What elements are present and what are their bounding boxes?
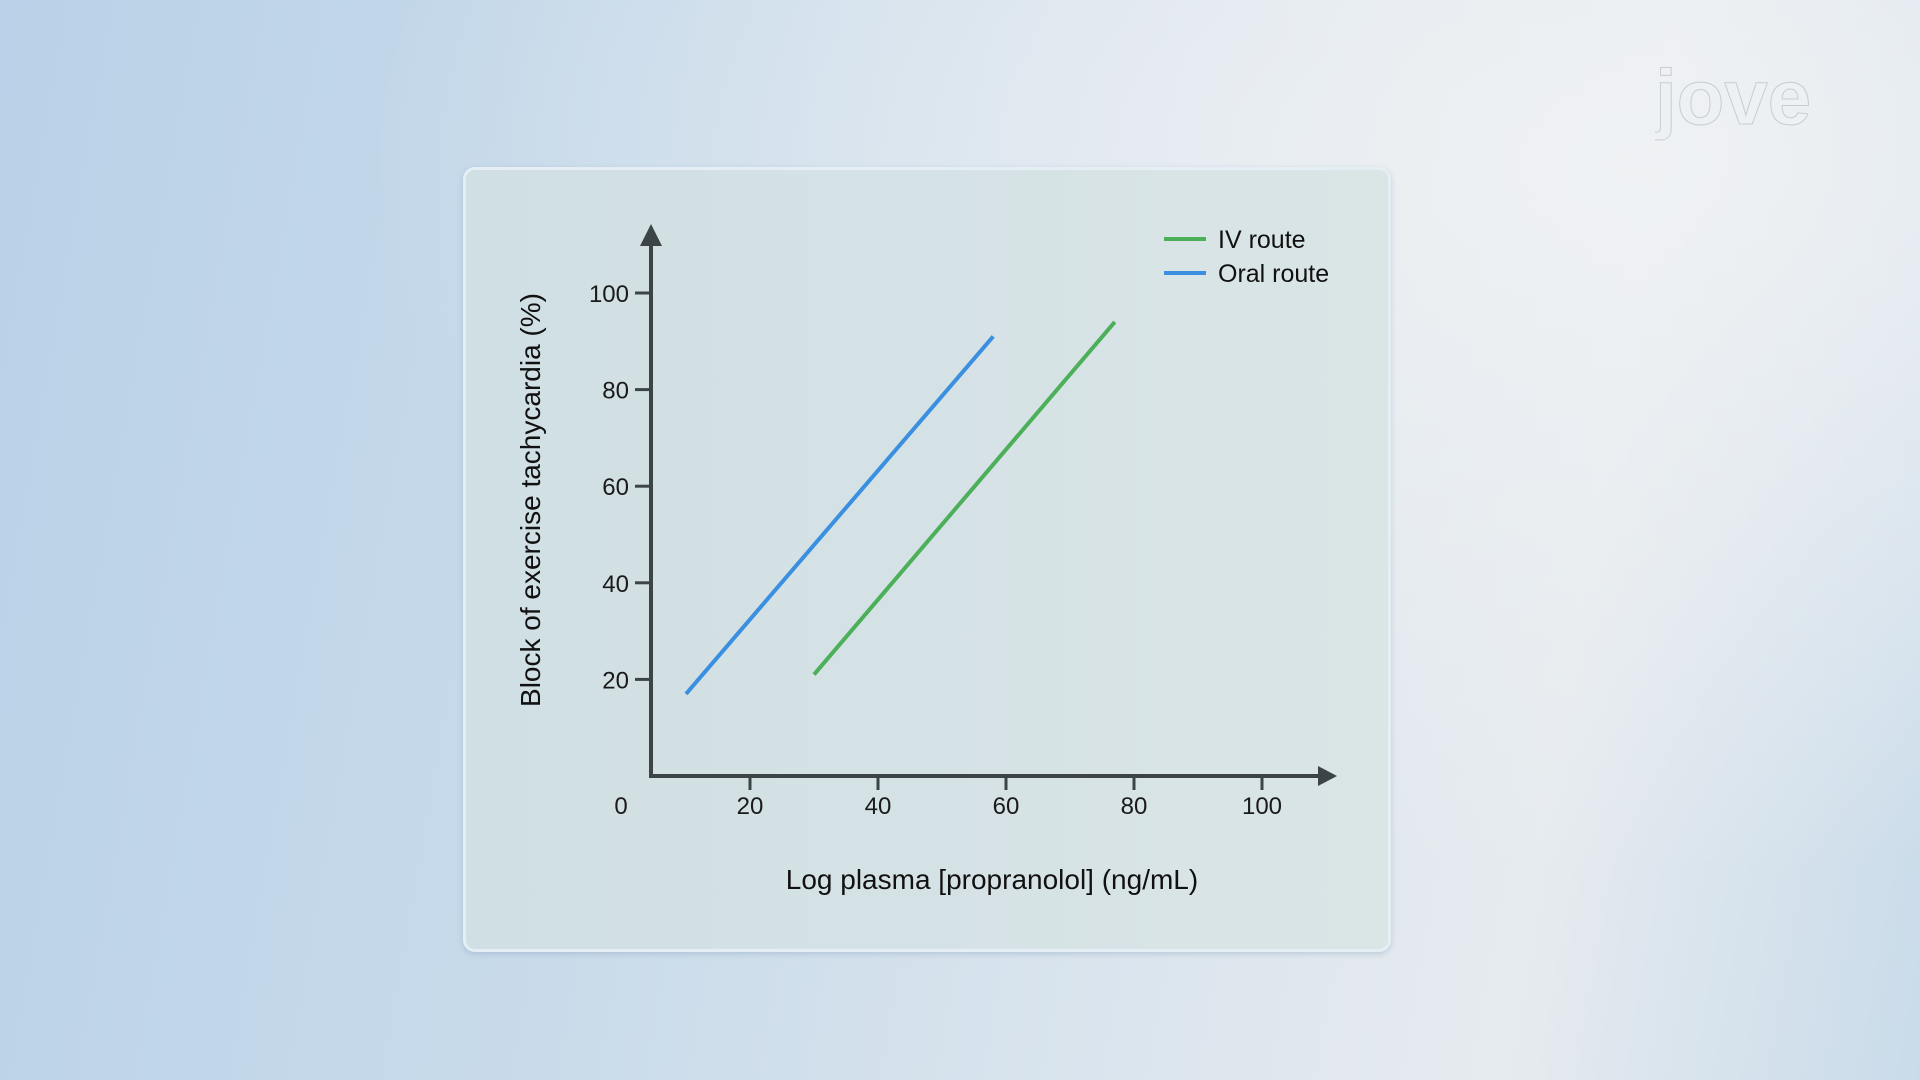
x-tick-label: 80 xyxy=(1121,793,1148,820)
y-axis-arrow-icon xyxy=(640,224,662,246)
x-tick-label: 60 xyxy=(993,793,1020,820)
legend-label: Oral route xyxy=(1218,260,1329,288)
series-lines xyxy=(684,320,1117,696)
y-tick-label: 60 xyxy=(602,474,629,501)
x-axis-arrow-icon xyxy=(1318,766,1337,786)
legend: IV route Oral route xyxy=(1164,226,1329,288)
y-tick-label: 80 xyxy=(602,378,629,405)
jove-logo: jove xyxy=(1655,53,1812,142)
y-tick-label: 20 xyxy=(602,667,629,694)
logo-text: jove xyxy=(1655,53,1811,141)
x-axis-title: Log plasma [propranolol] (ng/mL) xyxy=(786,864,1198,895)
x-tick-label: 0 xyxy=(614,793,627,820)
series-line-iv-route xyxy=(812,320,1117,676)
axes: 20 40 60 80 100 0 20 40 60 80 100 xyxy=(589,224,1337,820)
y-axis-title: Block of exercise tachycardia (%) xyxy=(515,293,546,707)
y-tick-label: 100 xyxy=(589,281,629,308)
x-tick-label: 100 xyxy=(1242,793,1282,820)
x-tick-label: 20 xyxy=(737,793,764,820)
chart-card xyxy=(463,167,1391,952)
legend-label: IV route xyxy=(1218,226,1306,254)
x-tick-label: 40 xyxy=(865,793,892,820)
y-tick-label: 40 xyxy=(602,571,629,598)
series-line-oral-route xyxy=(684,335,995,696)
